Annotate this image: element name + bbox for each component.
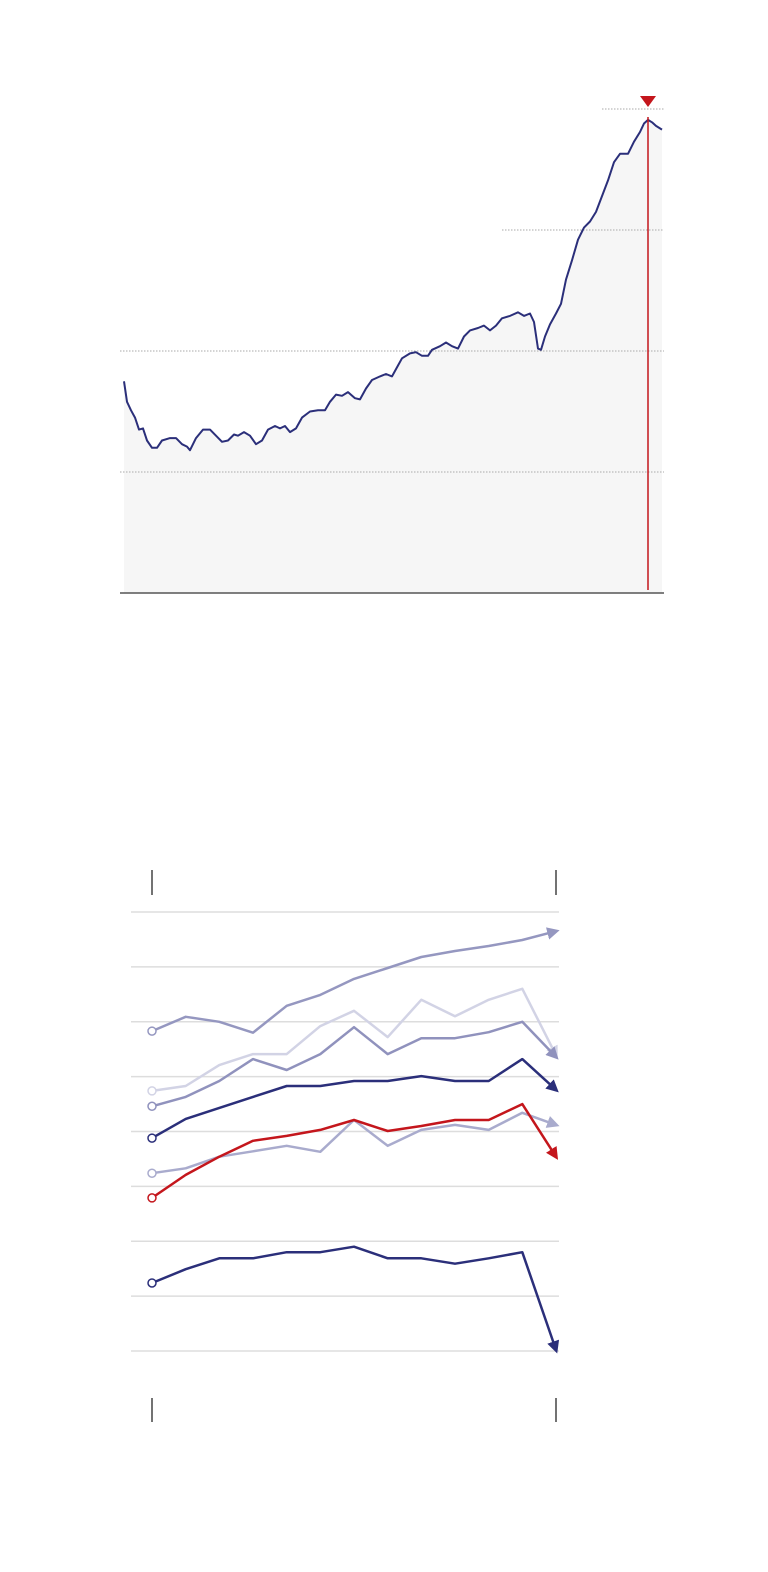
series-line <box>151 1111 560 1175</box>
start-marker <box>147 1086 157 1096</box>
start-marker <box>147 1168 157 1178</box>
start-marker <box>147 1278 157 1288</box>
start-marker <box>147 1101 157 1112</box>
area <box>124 119 662 594</box>
start-marker <box>147 1193 157 1203</box>
series-line <box>151 1057 559 1140</box>
series-line <box>151 927 560 1034</box>
marker-triangle <box>640 96 656 107</box>
series-line <box>151 1245 560 1354</box>
start-marker <box>147 1026 157 1036</box>
series-line <box>151 987 558 1093</box>
series-line <box>151 1020 559 1108</box>
line <box>123 118 663 452</box>
start-marker <box>147 1133 157 1143</box>
series-line <box>151 1102 559 1199</box>
